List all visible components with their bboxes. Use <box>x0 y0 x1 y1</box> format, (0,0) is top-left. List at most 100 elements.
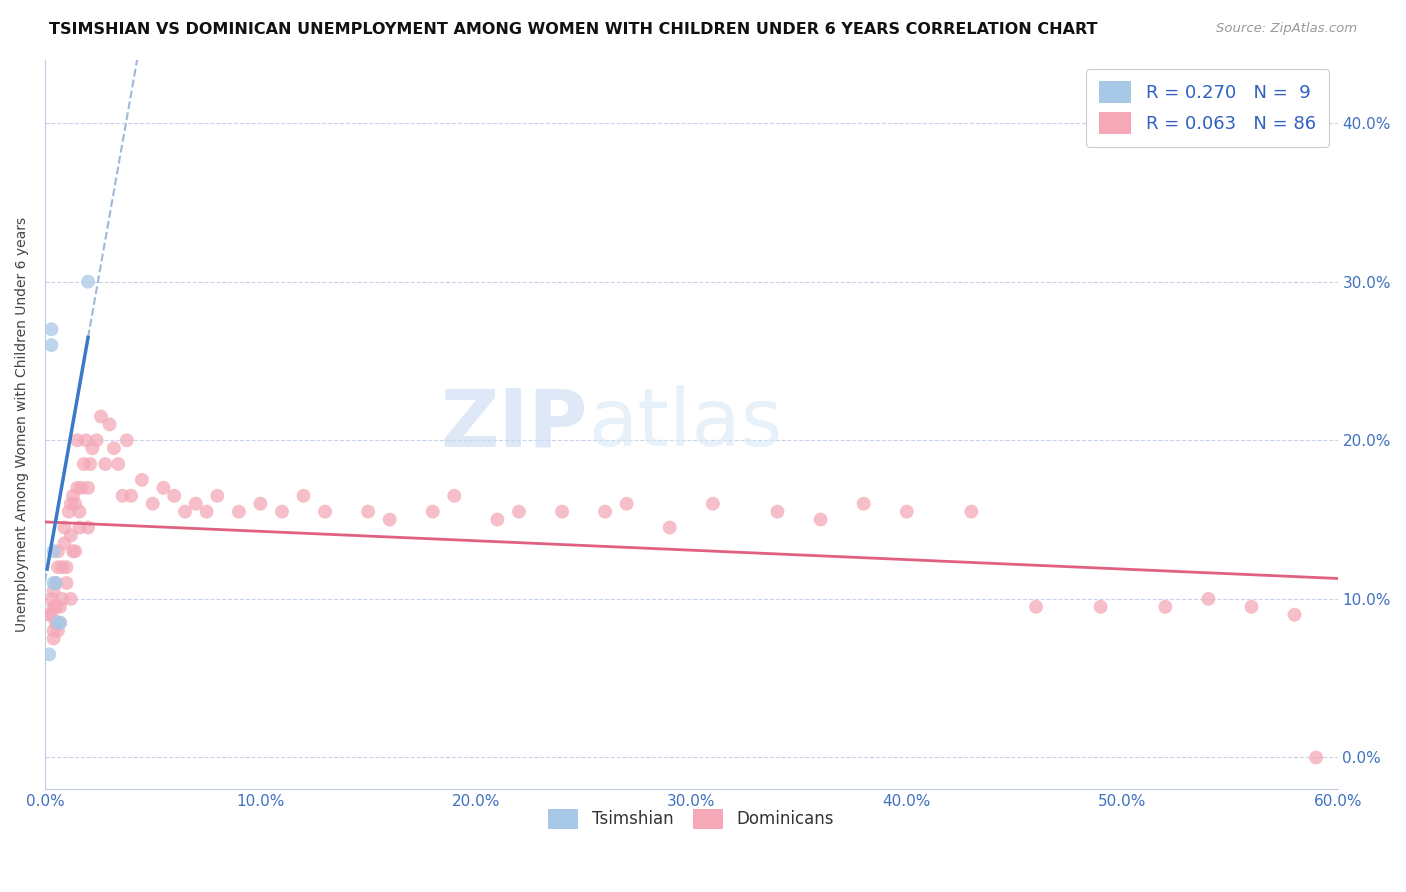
Point <box>90 409 112 424</box>
Point <box>59 528 82 542</box>
Point <box>228 505 250 519</box>
Point <box>810 512 832 526</box>
Point <box>77 481 100 495</box>
Point <box>63 544 86 558</box>
Point <box>42 632 65 646</box>
Point <box>45 615 67 630</box>
Point <box>63 497 86 511</box>
Point <box>593 505 616 519</box>
Text: TSIMSHIAN VS DOMINICAN UNEMPLOYMENT AMONG WOMEN WITH CHILDREN UNDER 6 YEARS CORR: TSIMSHIAN VS DOMINICAN UNEMPLOYMENT AMON… <box>49 22 1098 37</box>
Point <box>142 497 165 511</box>
Point <box>55 560 77 574</box>
Point <box>292 489 315 503</box>
Point <box>1197 591 1219 606</box>
Point <box>59 591 82 606</box>
Point <box>51 560 73 574</box>
Point <box>45 599 67 614</box>
Point <box>51 591 73 606</box>
Point <box>55 576 77 591</box>
Point <box>42 584 65 599</box>
Point <box>120 489 142 503</box>
Text: atlas: atlas <box>588 385 782 464</box>
Point <box>62 544 84 558</box>
Point <box>45 576 67 591</box>
Point <box>69 520 91 534</box>
Point <box>45 599 67 614</box>
Point <box>103 441 125 455</box>
Point <box>42 599 65 614</box>
Point <box>38 607 60 622</box>
Point <box>249 497 271 511</box>
Point <box>98 417 121 432</box>
Point <box>70 481 93 495</box>
Point <box>195 505 218 519</box>
Point <box>896 505 918 519</box>
Point <box>41 607 63 622</box>
Point <box>82 441 104 455</box>
Point <box>77 520 100 534</box>
Point <box>58 505 80 519</box>
Point <box>107 457 129 471</box>
Point <box>174 505 197 519</box>
Point <box>42 576 65 591</box>
Point <box>41 322 63 336</box>
Point <box>357 505 380 519</box>
Point <box>422 505 444 519</box>
Point <box>75 434 97 448</box>
Point <box>73 457 96 471</box>
Point <box>486 512 509 526</box>
Point <box>66 481 89 495</box>
Point <box>42 624 65 638</box>
Point <box>79 457 101 471</box>
Point <box>131 473 153 487</box>
Point <box>852 497 875 511</box>
Point <box>1284 607 1306 622</box>
Point <box>69 505 91 519</box>
Point <box>163 489 186 503</box>
Point <box>62 489 84 503</box>
Point <box>49 615 72 630</box>
Point <box>38 648 60 662</box>
Text: ZIP: ZIP <box>440 385 588 464</box>
Point <box>41 338 63 352</box>
Point <box>207 489 229 503</box>
Point <box>658 520 681 534</box>
Point <box>46 544 69 558</box>
Point <box>702 497 724 511</box>
Point <box>46 624 69 638</box>
Point <box>46 615 69 630</box>
Point <box>184 497 207 511</box>
Point <box>1025 599 1047 614</box>
Point <box>378 512 401 526</box>
Point <box>616 497 638 511</box>
Point <box>94 457 117 471</box>
Point <box>59 497 82 511</box>
Y-axis label: Unemployment Among Women with Children Under 6 years: Unemployment Among Women with Children U… <box>15 217 30 632</box>
Point <box>111 489 134 503</box>
Point <box>53 520 76 534</box>
Point <box>77 275 100 289</box>
Point <box>1240 599 1263 614</box>
Point <box>66 434 89 448</box>
Point <box>508 505 530 519</box>
Point <box>46 560 69 574</box>
Point <box>53 536 76 550</box>
Point <box>271 505 294 519</box>
Point <box>49 615 72 630</box>
Point <box>1090 599 1112 614</box>
Point <box>152 481 174 495</box>
Point <box>86 434 108 448</box>
Point <box>551 505 574 519</box>
Point <box>443 489 465 503</box>
Point <box>314 505 336 519</box>
Legend: Tsimshian, Dominicans: Tsimshian, Dominicans <box>541 802 841 836</box>
Point <box>45 576 67 591</box>
Point <box>41 591 63 606</box>
Point <box>115 434 138 448</box>
Text: Source: ZipAtlas.com: Source: ZipAtlas.com <box>1216 22 1357 36</box>
Point <box>766 505 789 519</box>
Point <box>49 599 72 614</box>
Point <box>42 544 65 558</box>
Point <box>1154 599 1177 614</box>
Point <box>1305 750 1327 764</box>
